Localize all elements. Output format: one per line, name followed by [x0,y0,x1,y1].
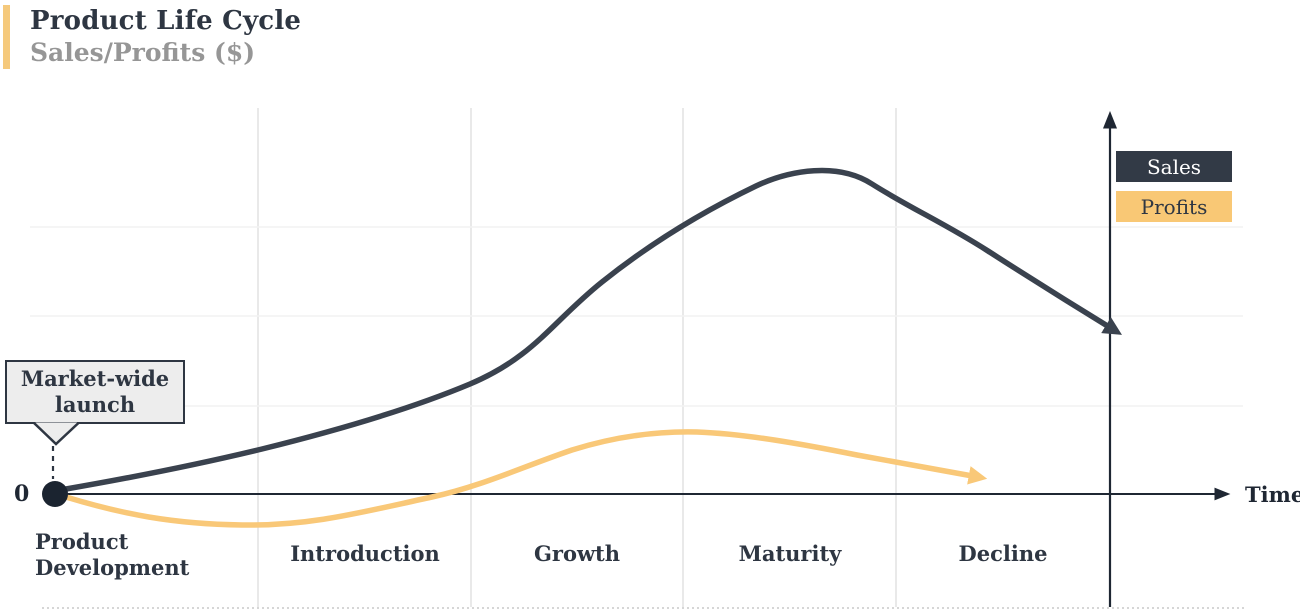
stage-gridlines [257,108,897,607]
horizontal-gridlines [30,226,1243,407]
origin-zero-label: 0 [14,481,30,507]
legend-sales-label: Sales [1146,154,1202,179]
stage-label-product-development: Product Development [35,529,190,580]
page-title: Product Life Cycle [30,6,302,36]
origin-point [42,481,68,507]
profits-curve [63,429,988,528]
stage-label-introduction: Introduction [290,541,440,566]
title-accent-bar [3,5,10,69]
y-axis-units-subtitle: Sales/Profits ($) [30,38,256,67]
legend-profits-label: Profits [1140,194,1208,219]
market-launch-callout: Market-wide launch [5,360,185,424]
callout-pointer [32,422,80,446]
legend-sales: Sales [1116,151,1232,182]
market-launch-callout-text: Market-wide launch [20,366,170,417]
stage-label-decline: Decline [958,541,1048,566]
x-axis-label: Time [1245,482,1300,507]
legend-profits: Profits [1116,191,1232,222]
sales-curve [63,167,1122,492]
stage-label-growth: Growth [533,541,621,566]
stage-label-maturity: Maturity [738,541,842,566]
